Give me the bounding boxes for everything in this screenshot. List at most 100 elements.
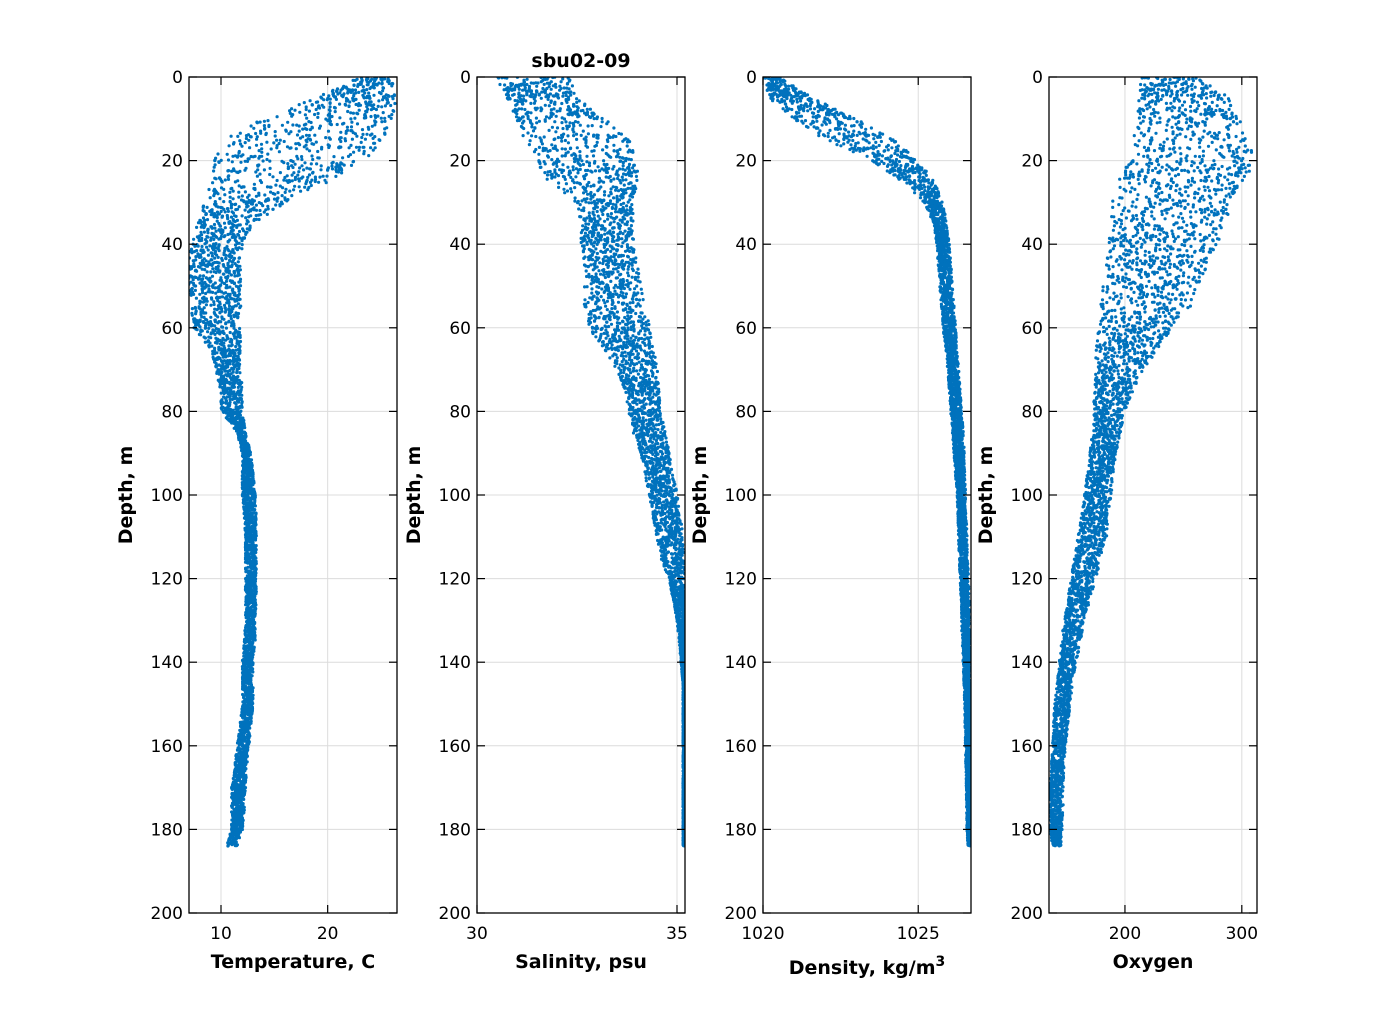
data-point bbox=[229, 410, 233, 415]
data-point bbox=[364, 116, 368, 120]
y-tick-label: 80 bbox=[161, 402, 183, 422]
data-point bbox=[240, 808, 244, 812]
data-point bbox=[226, 392, 230, 396]
data-point bbox=[193, 284, 197, 288]
data-point bbox=[210, 225, 214, 229]
data-point bbox=[238, 131, 242, 135]
data-point bbox=[317, 156, 321, 160]
data-point bbox=[226, 207, 230, 211]
data-point bbox=[386, 94, 390, 98]
data-point bbox=[231, 142, 236, 146]
data-point bbox=[248, 226, 252, 230]
data-point bbox=[237, 151, 241, 155]
data-point bbox=[240, 775, 244, 779]
data-point bbox=[368, 100, 372, 104]
data-point bbox=[223, 249, 227, 253]
data-point bbox=[351, 78, 355, 82]
data-point bbox=[229, 215, 234, 219]
data-point bbox=[230, 343, 234, 347]
data-point bbox=[651, 475, 655, 479]
data-point bbox=[252, 126, 256, 130]
data-point bbox=[363, 137, 367, 141]
y-tick-label: 160 bbox=[151, 737, 183, 757]
data-point bbox=[385, 126, 389, 130]
data-point bbox=[217, 369, 221, 373]
data-point bbox=[236, 354, 240, 359]
data-point bbox=[248, 643, 252, 647]
data-point bbox=[249, 659, 253, 663]
data-point bbox=[373, 77, 377, 82]
data-point bbox=[361, 132, 365, 136]
data-point bbox=[218, 224, 222, 228]
data-point bbox=[195, 322, 199, 327]
data-point bbox=[323, 178, 327, 182]
data-point bbox=[228, 362, 232, 366]
data-point bbox=[234, 311, 238, 315]
data-point bbox=[232, 326, 236, 330]
data-point bbox=[280, 194, 284, 198]
data-point bbox=[249, 613, 254, 617]
data-point bbox=[253, 634, 257, 639]
data-point bbox=[233, 274, 237, 278]
data-point bbox=[234, 357, 238, 361]
data-point bbox=[241, 490, 245, 495]
data-point bbox=[233, 792, 237, 796]
data-point bbox=[237, 256, 241, 260]
data-point bbox=[327, 94, 331, 98]
data-point bbox=[198, 299, 202, 303]
data-point bbox=[240, 194, 244, 198]
data-point bbox=[242, 811, 246, 815]
data-point bbox=[345, 128, 350, 132]
data-point bbox=[376, 104, 380, 108]
data-point bbox=[578, 123, 582, 127]
data-point bbox=[247, 732, 251, 736]
y-tick-label: 0 bbox=[172, 68, 183, 88]
data-point bbox=[245, 489, 250, 493]
data-point bbox=[334, 168, 338, 172]
data-point bbox=[193, 305, 197, 310]
data-point bbox=[602, 242, 606, 246]
data-point bbox=[614, 210, 618, 214]
data-point bbox=[263, 193, 267, 197]
data-point bbox=[226, 412, 230, 416]
data-point bbox=[210, 254, 214, 258]
data-point bbox=[258, 179, 262, 183]
data-point bbox=[218, 289, 222, 293]
data-point bbox=[245, 743, 249, 747]
data-point bbox=[243, 141, 247, 145]
data-point bbox=[213, 176, 217, 180]
data-point bbox=[238, 741, 242, 746]
data-point bbox=[216, 267, 220, 271]
data-point bbox=[247, 626, 251, 630]
data-point bbox=[216, 331, 220, 335]
data-point bbox=[233, 354, 237, 358]
data-point bbox=[228, 353, 232, 357]
data-point bbox=[216, 212, 220, 216]
data-point bbox=[234, 335, 238, 339]
data-point bbox=[308, 167, 312, 171]
data-point bbox=[314, 140, 318, 144]
data-point bbox=[303, 113, 307, 117]
data-point bbox=[274, 203, 278, 207]
data-point bbox=[310, 103, 314, 107]
data-point bbox=[247, 506, 251, 510]
data-point bbox=[345, 125, 349, 129]
data-point bbox=[225, 334, 229, 338]
data-point bbox=[245, 636, 249, 640]
data-point bbox=[234, 246, 238, 250]
data-point bbox=[258, 172, 262, 176]
data-point bbox=[241, 481, 245, 485]
data-point bbox=[249, 544, 253, 549]
data-point bbox=[334, 165, 338, 169]
data-point bbox=[305, 116, 309, 120]
data-point bbox=[235, 830, 239, 834]
data-point bbox=[259, 142, 264, 146]
data-point bbox=[249, 496, 253, 501]
data-point bbox=[201, 291, 205, 295]
data-point bbox=[373, 146, 377, 150]
data-point bbox=[232, 827, 236, 831]
data-point bbox=[235, 741, 240, 745]
data-point bbox=[230, 835, 234, 840]
data-point bbox=[210, 251, 214, 255]
